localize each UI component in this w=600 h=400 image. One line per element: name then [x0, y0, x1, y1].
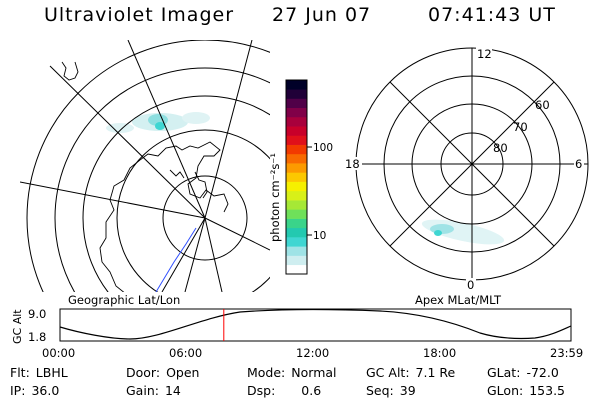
aurora-emission [106, 112, 210, 133]
ytick-1-8: 1.8 [28, 330, 46, 344]
colorbar-cell [286, 153, 307, 164]
polar-plot [355, 47, 589, 281]
info-mode: Mode: Normal [247, 365, 337, 380]
mlat-label-60: 60 [535, 98, 550, 112]
altitude-curve [59, 309, 572, 340]
mlat-label-80: 80 [493, 141, 508, 155]
colorbar-cell [286, 200, 307, 210]
colorbar-cell [286, 116, 307, 127]
colorbar-cell [286, 246, 307, 256]
mlt-label-18: 18 [345, 157, 360, 171]
apex-caption: Apex MLat/MLT [415, 293, 502, 307]
geographic-map [20, 40, 270, 292]
header: Ultraviolet Imager 27 Jun 07 07:41:43 UT [0, 4, 600, 32]
info-ip: IP: 36.0 [10, 383, 60, 398]
info-glon: GLon: 153.5 [487, 383, 566, 398]
xtick-1200: 12:00 [296, 346, 329, 360]
longitude-meridians [20, 40, 270, 292]
mlt-label-6: 6 [575, 157, 582, 171]
colorbar-cell [286, 255, 307, 266]
info-door: Door: Open [126, 365, 200, 380]
colorbar-cell [286, 181, 307, 192]
colorbar-cell [286, 163, 307, 173]
info-dsp: Dsp: 0.6 [247, 383, 322, 398]
colorbar-cell [286, 126, 307, 136]
colorbar-cell [286, 107, 307, 118]
info-seq: Seq: 39 [366, 383, 416, 398]
colorbar-cell [286, 98, 307, 109]
colorbar-cell [286, 264, 307, 275]
observation-date: 27 Jun 07 [272, 4, 372, 26]
colorbar-tick-100: 100 [313, 142, 333, 154]
colorbar-tick-10: 10 [313, 230, 326, 242]
colorbar-cell [286, 172, 307, 182]
colorbar-cell [286, 135, 307, 145]
xtick-1800: 18:00 [423, 346, 456, 360]
colorbar-label: photon cm⁻²s⁻¹ [268, 153, 282, 242]
mlat-label-70: 70 [513, 120, 528, 134]
xtick-0000: 00:00 [42, 346, 75, 360]
colorbar-cell [286, 89, 307, 99]
colorbar-cell [286, 80, 307, 90]
info-gain: Gain: 14 [126, 383, 181, 398]
colorbar-cell [286, 144, 307, 155]
ytick-9: 9.0 [28, 307, 46, 321]
colorbar-cell [286, 227, 307, 238]
colorbar-cell [286, 209, 307, 219]
polar-labels: 12 18 6 0 60 70 80 [344, 47, 584, 292]
polar-aurora [421, 219, 505, 245]
observation-time: 07:41:43 UT [428, 4, 556, 26]
colorbar-cell [286, 218, 307, 229]
latitude-circles [26, 40, 270, 292]
coastlines [61, 61, 229, 292]
geographic-caption: Geographic Lat/Lon [68, 293, 180, 307]
info-gc-alt: GC Alt: 7.1 Re [366, 365, 456, 380]
colorbar-cell [286, 190, 307, 201]
colorbar: 100 10 photon cm⁻²s⁻¹ [268, 79, 333, 275]
orbit-ylabel: GC Alt [11, 309, 24, 344]
mlt-label-0: 0 [467, 278, 474, 292]
colorbar-cell [286, 237, 307, 247]
ground-track [155, 227, 197, 292]
mlt-label-12: 12 [477, 47, 492, 61]
info-glat: GLat: -72.0 [487, 365, 559, 380]
orbit-altitude-plot: 9.0 1.8 GC Alt 00:00 06:00 12:00 18:00 2… [11, 307, 583, 360]
info-flt: Flt: LBHL [10, 365, 68, 380]
xtick-0600: 06:00 [169, 346, 202, 360]
xtick-2359: 23:59 [550, 346, 583, 360]
instrument-title: Ultraviolet Imager [44, 4, 235, 26]
